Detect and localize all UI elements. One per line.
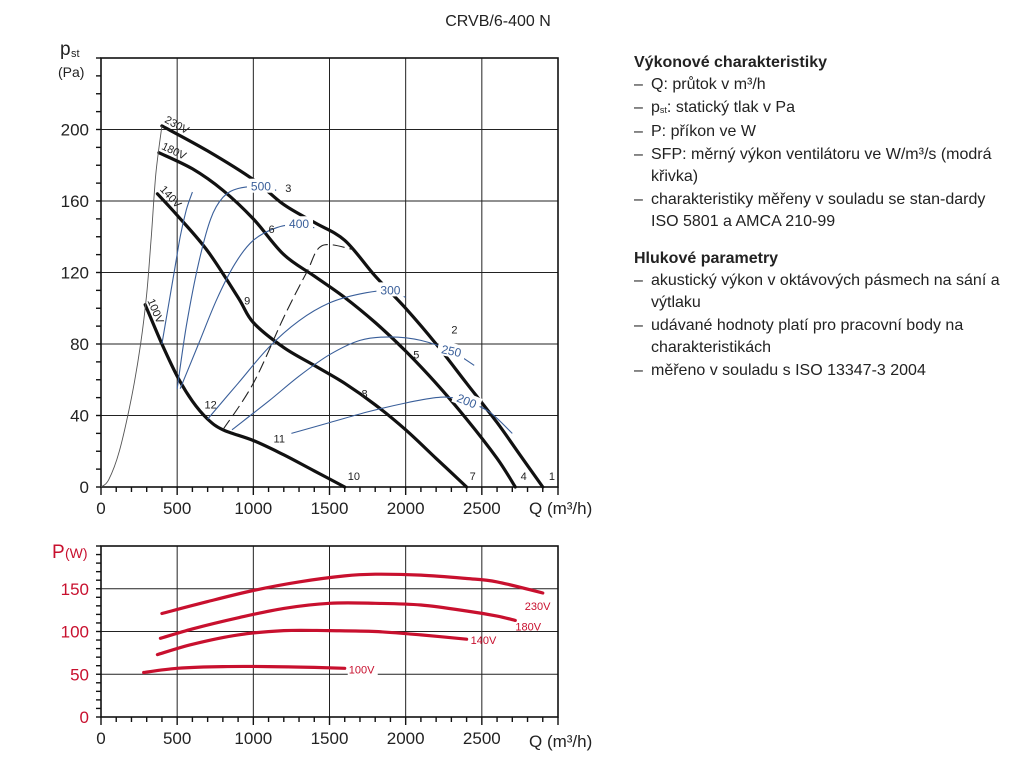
performance-list: Q: průtok v m³/h pst: statický tlak v Pa… <box>634 74 1014 234</box>
power-xlabel: Q (m³/h) <box>529 732 592 751</box>
pressure-curve-sfp-100v-start <box>161 191 193 345</box>
power-curve-180v <box>158 601 517 640</box>
noise-list: akustický výkon v oktávových pásmech na … <box>634 270 1014 383</box>
power-curve-label: 180V <box>515 621 541 633</box>
pressure-ylabel-sub: st <box>71 48 80 60</box>
power-ylabel-main: P <box>52 542 65 563</box>
pressure-y-axis-label: p st (Pa) <box>58 39 84 80</box>
power-y-tick-label: 50 <box>70 665 89 684</box>
sfp-curve-label: 400 <box>289 217 309 231</box>
sfp-label-backing <box>246 178 275 193</box>
section-heading-performance: Výkonové charakteristiky <box>634 54 827 71</box>
note-item: udávané hodnoty platí pro pracovní body … <box>634 315 1014 360</box>
pressure-curve-100v <box>143 303 347 489</box>
sfp-curve-label: 250 <box>440 342 463 360</box>
note-item: Q: průtok v m³/h <box>634 74 1014 97</box>
pressure-curve-sfp-200 <box>291 396 513 434</box>
pressure-y-tick-label: 160 <box>61 192 89 211</box>
note-item: P: příkon ve W <box>634 121 1014 144</box>
pressure-curve-sfp-300 <box>207 289 406 420</box>
power-curve-230v <box>160 572 545 616</box>
pressure-x-tick-label: 1500 <box>311 499 349 518</box>
sfp-curve-label: 500 <box>251 180 271 194</box>
sfp-label-backing <box>376 282 405 297</box>
power-y-tick-label: 150 <box>61 580 89 599</box>
power-curve-140v <box>155 628 469 657</box>
pressure-y-tick-label: 200 <box>61 121 89 140</box>
power-x-tick-label: 500 <box>163 729 191 748</box>
pressure-x-tick-label: 2500 <box>463 499 501 518</box>
pressure-point-labels: 230V180V140V100V500400300250200123456789… <box>144 114 555 483</box>
pressure-y-tick-label: 40 <box>70 407 89 426</box>
operating-point-label: 3 <box>285 183 291 195</box>
operating-point-label: 6 <box>269 224 275 236</box>
note-item: SFP: měrný výkon ventilátoru ve W/m³/s (… <box>634 144 1014 189</box>
power-x-tick-label: 1500 <box>311 729 349 748</box>
section-heading-noise: Hlukové parametry <box>634 249 779 267</box>
sfp-label-backing <box>285 216 314 231</box>
note-item: akustický výkon v oktávových pásmech na … <box>634 270 1014 315</box>
pressure-ylabel-unit: (Pa) <box>58 64 84 80</box>
pressure-grid <box>101 58 558 487</box>
note-item: pst: statický tlak v Pa <box>634 97 1014 122</box>
pressure-x-tick-label: 500 <box>163 499 191 518</box>
power-axes: 0 500 1000 1500 2000 2500 0 50 100 150 <box>61 545 559 748</box>
pressure-x-tick-label: 2000 <box>387 499 425 518</box>
power-series: 230V 180V 140V 100V <box>142 572 551 678</box>
pressure-series <box>100 124 545 489</box>
power-y-tick-label: 100 <box>61 623 89 642</box>
sfp-label-backing <box>451 388 483 413</box>
pressure-y-tick-label: 0 <box>80 478 89 497</box>
notes-panel: Výkonové charakteristiky Q: průtok v m³/… <box>634 52 1014 396</box>
pressure-x-tick-label: 0 <box>96 499 105 518</box>
note-item: měřeno v souladu s ISO 13347-3 2004 <box>634 360 1014 383</box>
operating-point-label: 10 <box>348 471 360 483</box>
pressure-curve-system <box>100 125 163 488</box>
pressure-ylabel-main: p <box>60 39 71 60</box>
operating-point-label: 4 <box>521 471 527 483</box>
note-item: charakteristiky měřeny v souladu se stan… <box>634 189 1014 234</box>
pressure-curve-dashed <box>222 243 353 431</box>
chart-title: CRVB/6-400 N <box>445 13 551 30</box>
pressure-curve-140v <box>155 192 469 489</box>
power-curve-label: 140V <box>471 635 497 647</box>
operating-point-label: 1 <box>549 471 555 483</box>
power-curve-label: 230V <box>525 601 551 613</box>
operating-point-label: 8 <box>361 389 367 401</box>
sfp-curve-label: 300 <box>380 283 400 297</box>
operating-point-label: 5 <box>413 349 419 361</box>
power-x-tick-label: 2500 <box>463 729 501 748</box>
power-curve-label: 100V <box>349 664 375 676</box>
pressure-y-tick-label: 120 <box>61 264 89 283</box>
sfp-label-backing <box>436 340 467 360</box>
power-x-tick-label: 2000 <box>387 729 425 748</box>
operating-point-label: 11 <box>274 433 285 445</box>
operating-point-label: 2 <box>451 324 457 336</box>
power-y-tick-label: 0 <box>80 708 89 727</box>
power-label-backing <box>347 663 378 678</box>
pressure-curve-180v <box>157 151 517 489</box>
power-curve-100v <box>142 664 347 675</box>
power-x-tick-label: 1000 <box>234 729 272 748</box>
pressure-x-tick-label: 1000 <box>234 499 272 518</box>
operating-point-label: 7 <box>470 471 476 483</box>
fan-chart: CRVB/6-400 N 0 500 1000 1500 2000 25000408012… <box>52 13 592 751</box>
power-y-axis-label: P (W) <box>52 542 88 563</box>
operating-point-label: 9 <box>244 296 250 308</box>
operating-point-label: 12 <box>205 399 217 411</box>
power-x-tick-label: 0 <box>96 729 105 748</box>
power-ylabel-unit: (W) <box>65 545 88 561</box>
pressure-y-tick-label: 80 <box>70 335 89 354</box>
pressure-xlabel: Q (m³/h) <box>529 499 592 518</box>
pressure-curve-230v <box>160 124 545 489</box>
